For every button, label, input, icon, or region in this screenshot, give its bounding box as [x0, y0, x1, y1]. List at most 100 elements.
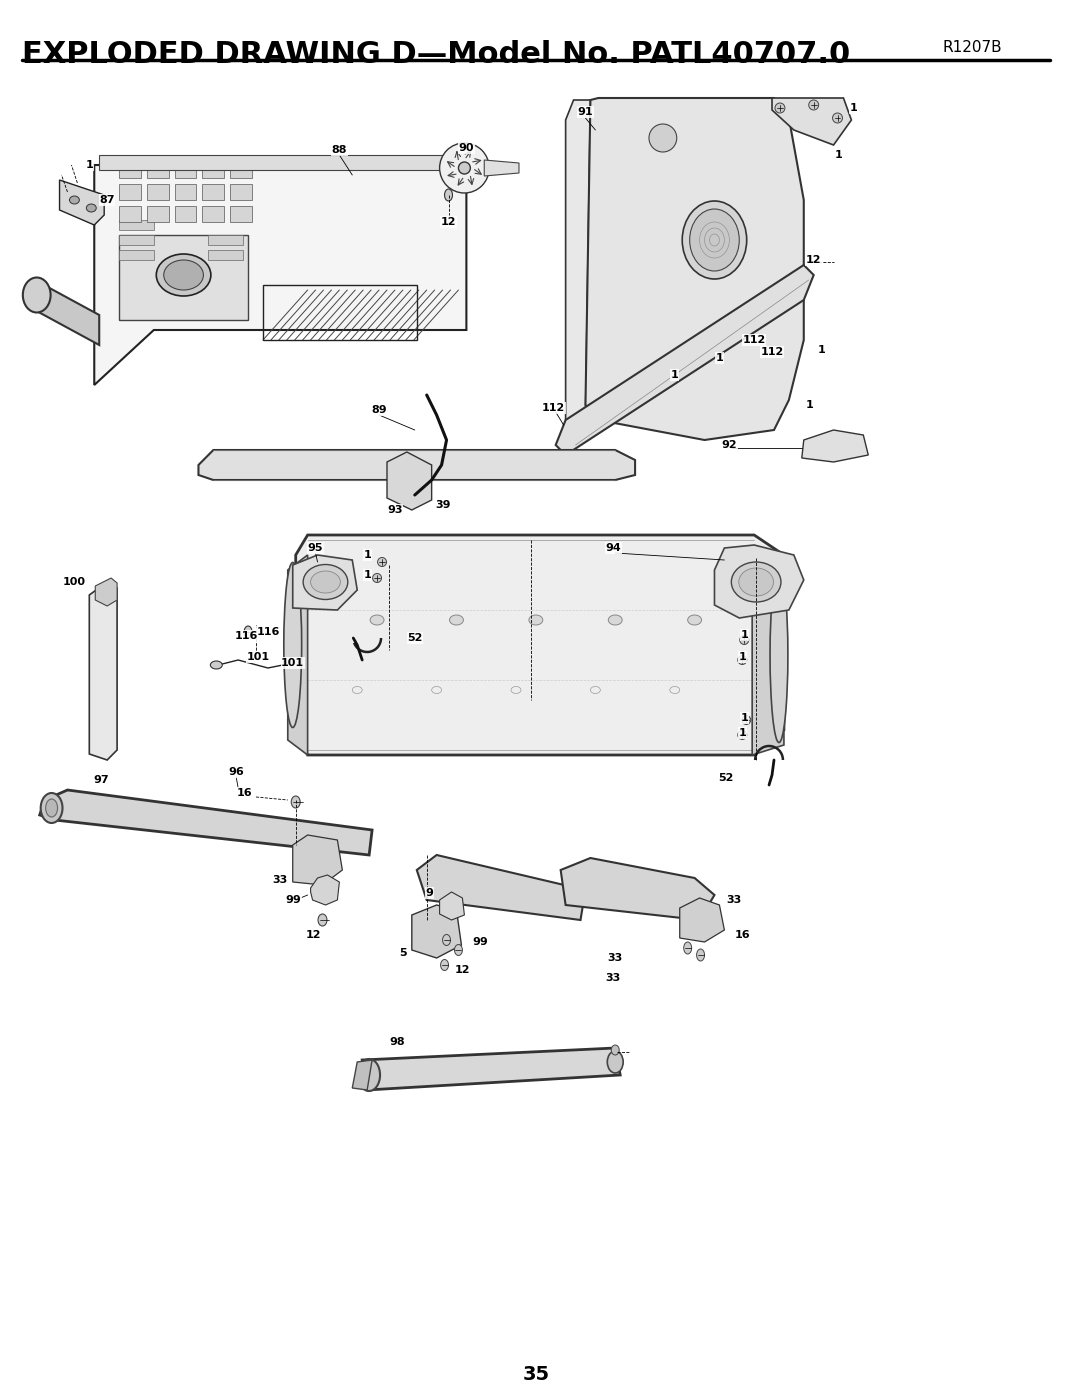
Text: EXPLODED DRAWING D—Model No. PATL40707.0: EXPLODED DRAWING D—Model No. PATL40707.0 — [22, 41, 850, 68]
Text: 33: 33 — [727, 895, 742, 905]
Ellipse shape — [608, 615, 622, 624]
Polygon shape — [90, 583, 117, 760]
Text: 1: 1 — [363, 570, 372, 580]
Ellipse shape — [607, 1051, 623, 1073]
Text: 1: 1 — [739, 728, 746, 738]
Polygon shape — [99, 155, 467, 170]
Ellipse shape — [697, 949, 704, 961]
Text: 35: 35 — [523, 1365, 550, 1384]
Text: 101: 101 — [246, 652, 270, 662]
Text: 1: 1 — [85, 161, 93, 170]
Polygon shape — [556, 265, 813, 455]
Ellipse shape — [164, 260, 203, 291]
Ellipse shape — [370, 615, 384, 624]
Polygon shape — [119, 250, 153, 260]
Text: 93: 93 — [388, 504, 403, 515]
Polygon shape — [296, 535, 784, 754]
Polygon shape — [715, 545, 804, 617]
Polygon shape — [287, 555, 308, 754]
Ellipse shape — [441, 960, 448, 971]
Ellipse shape — [69, 196, 80, 204]
Ellipse shape — [739, 569, 773, 597]
Polygon shape — [772, 98, 851, 145]
Text: 97: 97 — [93, 775, 109, 785]
Polygon shape — [175, 184, 197, 200]
Text: 1: 1 — [806, 400, 813, 409]
Ellipse shape — [775, 103, 785, 113]
Polygon shape — [352, 1060, 373, 1090]
Ellipse shape — [445, 189, 453, 201]
Ellipse shape — [443, 935, 450, 946]
Text: 1: 1 — [671, 370, 678, 380]
Polygon shape — [566, 101, 591, 434]
Ellipse shape — [684, 942, 691, 954]
Text: 96: 96 — [228, 767, 244, 777]
Ellipse shape — [378, 557, 387, 567]
Polygon shape — [208, 250, 243, 260]
Polygon shape — [202, 162, 225, 177]
Polygon shape — [119, 219, 153, 231]
Ellipse shape — [86, 204, 96, 212]
Text: 1: 1 — [739, 652, 746, 662]
Ellipse shape — [740, 636, 748, 644]
Text: 1: 1 — [741, 630, 748, 640]
Ellipse shape — [738, 655, 746, 665]
Ellipse shape — [738, 731, 746, 739]
Ellipse shape — [742, 715, 751, 725]
Ellipse shape — [611, 1045, 619, 1055]
Text: 100: 100 — [63, 577, 86, 587]
Text: 1: 1 — [741, 712, 748, 724]
Ellipse shape — [833, 113, 842, 123]
Text: 92: 92 — [721, 440, 738, 450]
Polygon shape — [119, 205, 140, 222]
Text: 101: 101 — [281, 658, 305, 668]
Text: 1: 1 — [716, 353, 724, 363]
Polygon shape — [311, 875, 339, 905]
Polygon shape — [230, 162, 252, 177]
Polygon shape — [752, 555, 784, 754]
Text: 12: 12 — [441, 217, 456, 226]
Text: 94: 94 — [606, 543, 621, 553]
Polygon shape — [175, 162, 197, 177]
Text: 12: 12 — [306, 930, 322, 940]
Text: 98: 98 — [389, 1037, 405, 1046]
Text: 89: 89 — [372, 405, 387, 415]
Text: 87: 87 — [99, 196, 114, 205]
Polygon shape — [199, 450, 635, 481]
Text: 99: 99 — [472, 937, 488, 947]
Polygon shape — [293, 835, 342, 886]
Ellipse shape — [683, 201, 746, 279]
Text: 112: 112 — [743, 335, 766, 345]
Ellipse shape — [311, 571, 340, 592]
Ellipse shape — [211, 661, 222, 669]
Polygon shape — [230, 205, 252, 222]
Polygon shape — [561, 858, 715, 921]
Polygon shape — [119, 184, 140, 200]
Ellipse shape — [458, 162, 471, 175]
Text: 16: 16 — [237, 788, 252, 798]
Text: 116: 116 — [256, 627, 280, 637]
Text: 99: 99 — [286, 895, 301, 905]
Polygon shape — [484, 161, 519, 176]
Polygon shape — [147, 184, 168, 200]
Ellipse shape — [809, 101, 819, 110]
Text: 16: 16 — [734, 930, 751, 940]
Ellipse shape — [688, 615, 702, 624]
Text: 116: 116 — [234, 631, 258, 641]
Text: 1: 1 — [818, 345, 825, 355]
Text: 33: 33 — [272, 875, 287, 886]
Text: 112: 112 — [760, 346, 784, 358]
Text: 12: 12 — [455, 965, 470, 975]
Polygon shape — [59, 180, 104, 225]
Text: 1: 1 — [850, 103, 858, 113]
Ellipse shape — [529, 615, 543, 624]
Polygon shape — [362, 1048, 620, 1090]
Ellipse shape — [731, 562, 781, 602]
Polygon shape — [202, 205, 225, 222]
Polygon shape — [679, 898, 725, 942]
Ellipse shape — [455, 944, 462, 956]
Polygon shape — [440, 893, 464, 921]
Ellipse shape — [303, 564, 348, 599]
Polygon shape — [119, 235, 153, 244]
Polygon shape — [94, 165, 467, 386]
